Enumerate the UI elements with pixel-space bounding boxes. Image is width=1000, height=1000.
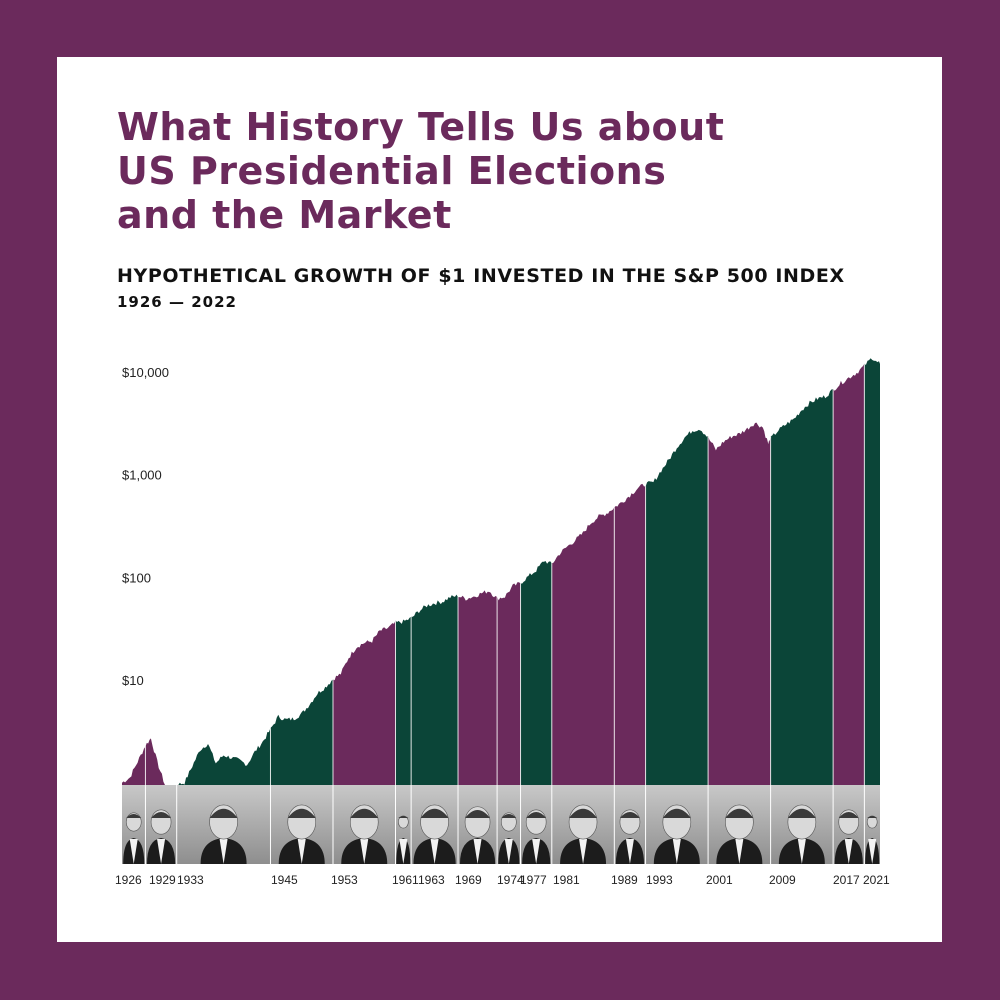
y-tick-label: $100 [122, 570, 151, 585]
x-tick-label: 1993 [646, 873, 673, 887]
president-portrait-1945 [269, 785, 325, 864]
portrait-shirt [532, 839, 541, 864]
x-tick-label: 2009 [769, 873, 796, 887]
area-segment-2021 [864, 358, 880, 785]
title-line-1: What History Tells Us about [117, 105, 725, 149]
portrait-face [398, 815, 409, 829]
president-portrait-1929 [144, 785, 176, 864]
portrait-hair [350, 808, 379, 818]
y-tick-label: $10 [122, 673, 144, 688]
x-tick-label: 2021 [863, 873, 890, 887]
portrait-hair [126, 813, 142, 818]
area-segment-1953 [332, 358, 396, 785]
x-tick-label: 1981 [553, 873, 580, 887]
main-title: What History Tells Us about US President… [117, 105, 817, 237]
president-portrait-1969 [457, 785, 496, 864]
portrait-hair [501, 813, 517, 818]
chart-period: 1926 — 2022 [117, 293, 237, 311]
portrait-shirt [157, 839, 166, 864]
portrait-shirt [625, 839, 634, 864]
x-tick-label: 1977 [520, 873, 547, 887]
portrait-shirt [399, 839, 408, 864]
president-portrait-1977 [520, 785, 551, 864]
portrait-shirt [735, 839, 744, 864]
title-line-3: and the Market [117, 193, 452, 237]
portrait-hair [420, 808, 449, 818]
president-portrait-2001 [707, 785, 763, 864]
portrait-hair [867, 815, 878, 818]
x-tick-label: 2017 [833, 873, 860, 887]
area-segment-2017 [833, 358, 865, 785]
portrait-face [866, 815, 878, 829]
president-portrait-1989 [613, 785, 645, 864]
president-portrait-2009 [770, 785, 825, 864]
portrait-hair [465, 809, 491, 818]
president-portrait-1993 [645, 785, 700, 864]
area-segment-1961 [395, 358, 412, 785]
portrait-hair [398, 815, 409, 818]
portrait-hair [725, 808, 754, 818]
y-tick-label: $1,000 [122, 468, 162, 483]
portrait-hair [151, 811, 172, 818]
president-portrait-2017 [832, 785, 863, 864]
x-tick-label: 1969 [455, 873, 482, 887]
portrait-hair [569, 808, 598, 818]
portrait-shirt [579, 839, 588, 864]
area-segment-1963 [411, 358, 459, 785]
area-segment-1974 [497, 358, 521, 785]
president-portrait-1963 [410, 785, 456, 864]
title-line-2: US Presidential Elections [117, 149, 667, 193]
portrait-shirt [797, 839, 806, 864]
x-tick-label: 1933 [177, 873, 204, 887]
area-segment-1945 [270, 358, 333, 785]
x-tick-label: 1929 [149, 873, 176, 887]
president-portrait-1926 [123, 812, 145, 864]
area-segment-1989 [614, 358, 646, 785]
area-series [122, 358, 880, 785]
area-segment-1981 [551, 358, 615, 785]
x-tick-label: 1945 [271, 873, 298, 887]
portrait-hair [526, 811, 547, 818]
portrait-shirt [504, 839, 513, 864]
president-portrait-2021 [863, 785, 880, 864]
portrait-shirt [672, 839, 681, 864]
x-tick-label: 1989 [611, 873, 638, 887]
area-segment-1969 [458, 358, 498, 785]
portrait-shirt [844, 839, 853, 864]
area-segment-2001 [708, 358, 771, 785]
portrait-hair [662, 808, 691, 818]
area-segment-2009 [770, 358, 834, 785]
president-portrait-1974 [496, 785, 520, 864]
x-tick-label: 1974 [497, 873, 524, 887]
x-tick-label: 1961 [392, 873, 419, 887]
x-tick-label: 2001 [706, 873, 733, 887]
president-portrait-1933 [176, 785, 247, 864]
portrait-shirt [297, 839, 306, 864]
portrait-shirt [360, 839, 369, 864]
portrait-shirt [430, 839, 439, 864]
president-portrait-1981 [551, 785, 607, 864]
y-tick-label: $10,000 [122, 365, 169, 380]
chart-subtitle: HYPOTHETICAL GROWTH OF $1 INVESTED IN TH… [117, 265, 845, 287]
x-tick-label: 1963 [418, 873, 445, 887]
x-tick-label: 1926 [115, 873, 142, 887]
portrait-hair [619, 811, 640, 818]
president-portrait-1961 [395, 785, 411, 864]
area-segment-1977 [520, 358, 552, 785]
portrait-shirt [473, 839, 482, 864]
area-segment-1993 [645, 358, 709, 785]
portrait-hair [787, 808, 816, 818]
portrait-hair [209, 808, 238, 818]
portrait-shirt [868, 839, 877, 864]
x-tick-label: 1953 [331, 873, 358, 887]
portrait-hair [838, 811, 859, 818]
area-segment-1933 [176, 358, 271, 785]
portrait-hair [287, 808, 316, 818]
portrait-shirt [219, 839, 228, 864]
portrait-shirt [129, 839, 138, 864]
president-portrait-1953 [332, 785, 388, 864]
